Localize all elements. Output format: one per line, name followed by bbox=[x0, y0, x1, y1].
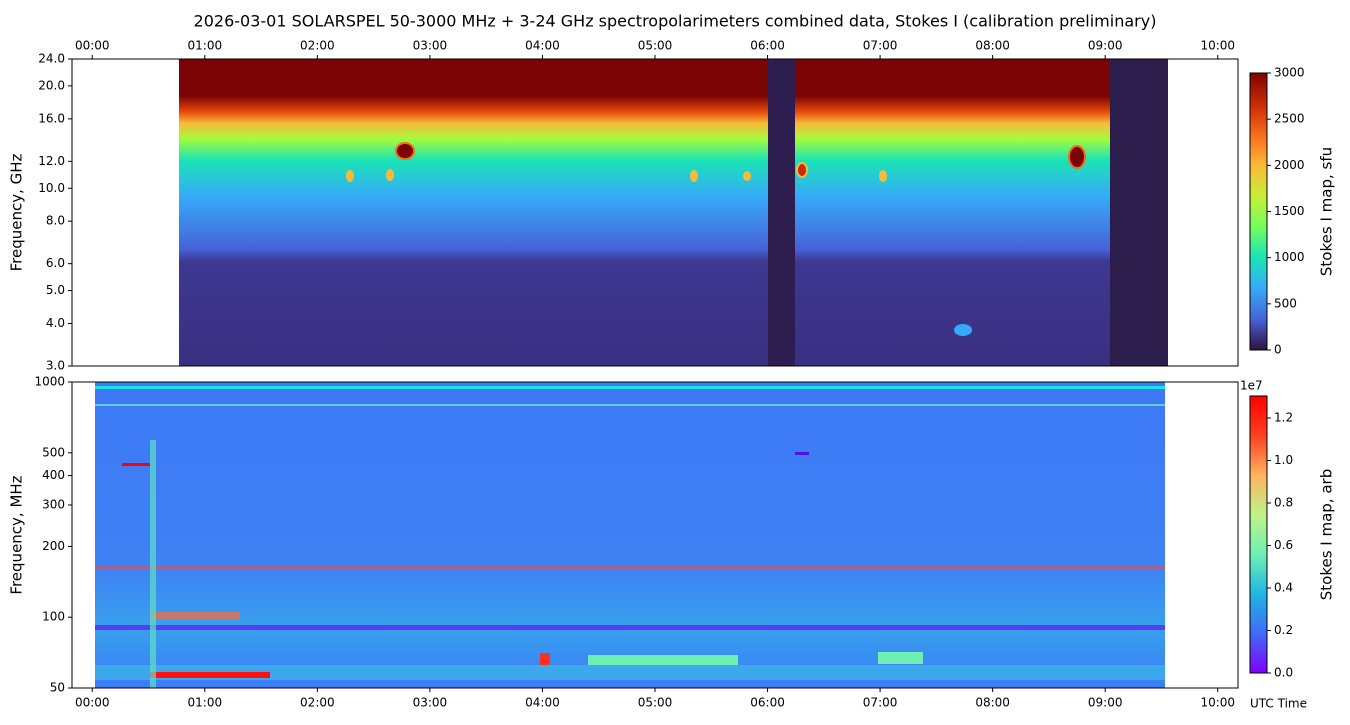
colorbar-tick-label: 0.4 bbox=[1274, 580, 1293, 594]
burst bbox=[795, 452, 809, 455]
y-tick-label: 16.0 bbox=[38, 111, 65, 125]
streak bbox=[95, 566, 1165, 569]
y-tick-label: 1000 bbox=[34, 375, 65, 389]
y-axis-label: Frequency, GHz bbox=[8, 153, 26, 271]
x-tick-label: 10:00 bbox=[1200, 696, 1235, 710]
x-tick-label: 02:00 bbox=[300, 39, 335, 53]
x-tick-label: 05:00 bbox=[638, 39, 673, 53]
colorbar-tick-label: 1500 bbox=[1274, 204, 1305, 218]
y-tick-label: 500 bbox=[42, 445, 65, 459]
colorbar bbox=[1249, 72, 1268, 351]
y-tick-label: 8.0 bbox=[46, 214, 65, 228]
colorbar-tick-label: 1.0 bbox=[1274, 453, 1293, 467]
x-tick-label: 10:00 bbox=[1200, 39, 1235, 53]
colorbar-tick-label: 0.2 bbox=[1274, 623, 1293, 637]
y-tick-label: 50 bbox=[50, 681, 65, 695]
x-tick-label: 02:00 bbox=[300, 696, 335, 710]
colorbar-tick-label: 0 bbox=[1274, 343, 1282, 357]
x-tick-label: 08:00 bbox=[975, 39, 1010, 53]
burst bbox=[122, 463, 150, 466]
y-tick-label: 10.0 bbox=[38, 181, 65, 195]
burst bbox=[1068, 145, 1086, 169]
burst bbox=[150, 672, 270, 678]
x-tick-label: 04:00 bbox=[525, 39, 560, 53]
y-tick-label: 12.0 bbox=[38, 154, 65, 168]
y-tick-label: 5.0 bbox=[46, 283, 65, 297]
y-tick-label: 300 bbox=[42, 497, 65, 511]
colorbar-tick-label: 2500 bbox=[1274, 112, 1305, 126]
colorbar bbox=[1249, 395, 1268, 674]
y-tick-label: 100 bbox=[42, 610, 65, 624]
burst bbox=[878, 652, 923, 664]
colorbar-tick-label: 0.6 bbox=[1274, 538, 1293, 552]
colorbar-tick-label: 0.8 bbox=[1274, 495, 1293, 509]
x-tick-label: 00:00 bbox=[75, 696, 110, 710]
streak bbox=[95, 404, 1165, 406]
x-tick-label: 00:00 bbox=[75, 39, 110, 53]
spot bbox=[954, 324, 972, 336]
spectrum-image bbox=[95, 382, 1165, 688]
streak bbox=[95, 386, 1165, 389]
x-tick-label: 07:00 bbox=[863, 39, 898, 53]
x-tick-label: 03:00 bbox=[413, 696, 448, 710]
y-tick-label: 4.0 bbox=[46, 316, 65, 330]
colorbar-tick-label: 0.0 bbox=[1274, 666, 1293, 680]
y-tick-label: 20.0 bbox=[38, 78, 65, 92]
gap bbox=[768, 59, 795, 366]
burst bbox=[395, 142, 415, 160]
top-heatmap bbox=[179, 59, 1168, 366]
y-tick-label: 6.0 bbox=[46, 256, 65, 270]
x-tick-label: 01:00 bbox=[188, 39, 223, 53]
burst bbox=[588, 655, 738, 665]
spectrum-image bbox=[179, 59, 1168, 366]
colorbar-tick-label: 1000 bbox=[1274, 250, 1305, 264]
x-tick-label: 09:00 bbox=[1088, 696, 1123, 710]
burst bbox=[540, 653, 550, 665]
x-tick-label: 06:00 bbox=[750, 696, 785, 710]
chart-title: 2026-03-01 SOLARSPEL 50-3000 MHz + 3-24 … bbox=[194, 12, 1157, 31]
burst bbox=[150, 440, 156, 688]
burst bbox=[796, 162, 808, 178]
y-tick-label: 400 bbox=[42, 468, 65, 482]
streak bbox=[95, 665, 1165, 680]
bottom-heatmap bbox=[95, 382, 1165, 688]
colorbar-tick-label: 500 bbox=[1274, 296, 1297, 310]
x-tick-label: 01:00 bbox=[188, 696, 223, 710]
x-tick-label: 08:00 bbox=[975, 696, 1010, 710]
y-tick-label: 24.0 bbox=[38, 52, 65, 66]
burst bbox=[150, 612, 240, 620]
colorbar-offset: 1e7 bbox=[1240, 379, 1263, 393]
x-tick-label: 03:00 bbox=[413, 39, 448, 53]
colorbar-tick-label: 1.2 bbox=[1274, 410, 1293, 424]
colorbar-tick-label: 3000 bbox=[1274, 66, 1305, 80]
x-tick-label: 09:00 bbox=[1088, 39, 1123, 53]
colorbar-tick-label: 2000 bbox=[1274, 158, 1305, 172]
y-axis-label: Frequency, MHz bbox=[8, 475, 26, 594]
colorbar-label: Stokes I map, sfu bbox=[1318, 147, 1336, 276]
x-axis-label: UTC Time bbox=[1250, 697, 1307, 711]
x-tick-label: 04:00 bbox=[525, 696, 560, 710]
streak bbox=[95, 625, 1165, 630]
y-tick-label: 200 bbox=[42, 539, 65, 553]
x-tick-label: 05:00 bbox=[638, 696, 673, 710]
colorbar-label: Stokes I map, arb bbox=[1318, 469, 1336, 600]
spots bbox=[346, 169, 887, 182]
gap bbox=[1110, 59, 1168, 366]
y-tick-label: 3.0 bbox=[46, 359, 65, 373]
x-tick-label: 06:00 bbox=[750, 39, 785, 53]
x-tick-label: 07:00 bbox=[863, 696, 898, 710]
